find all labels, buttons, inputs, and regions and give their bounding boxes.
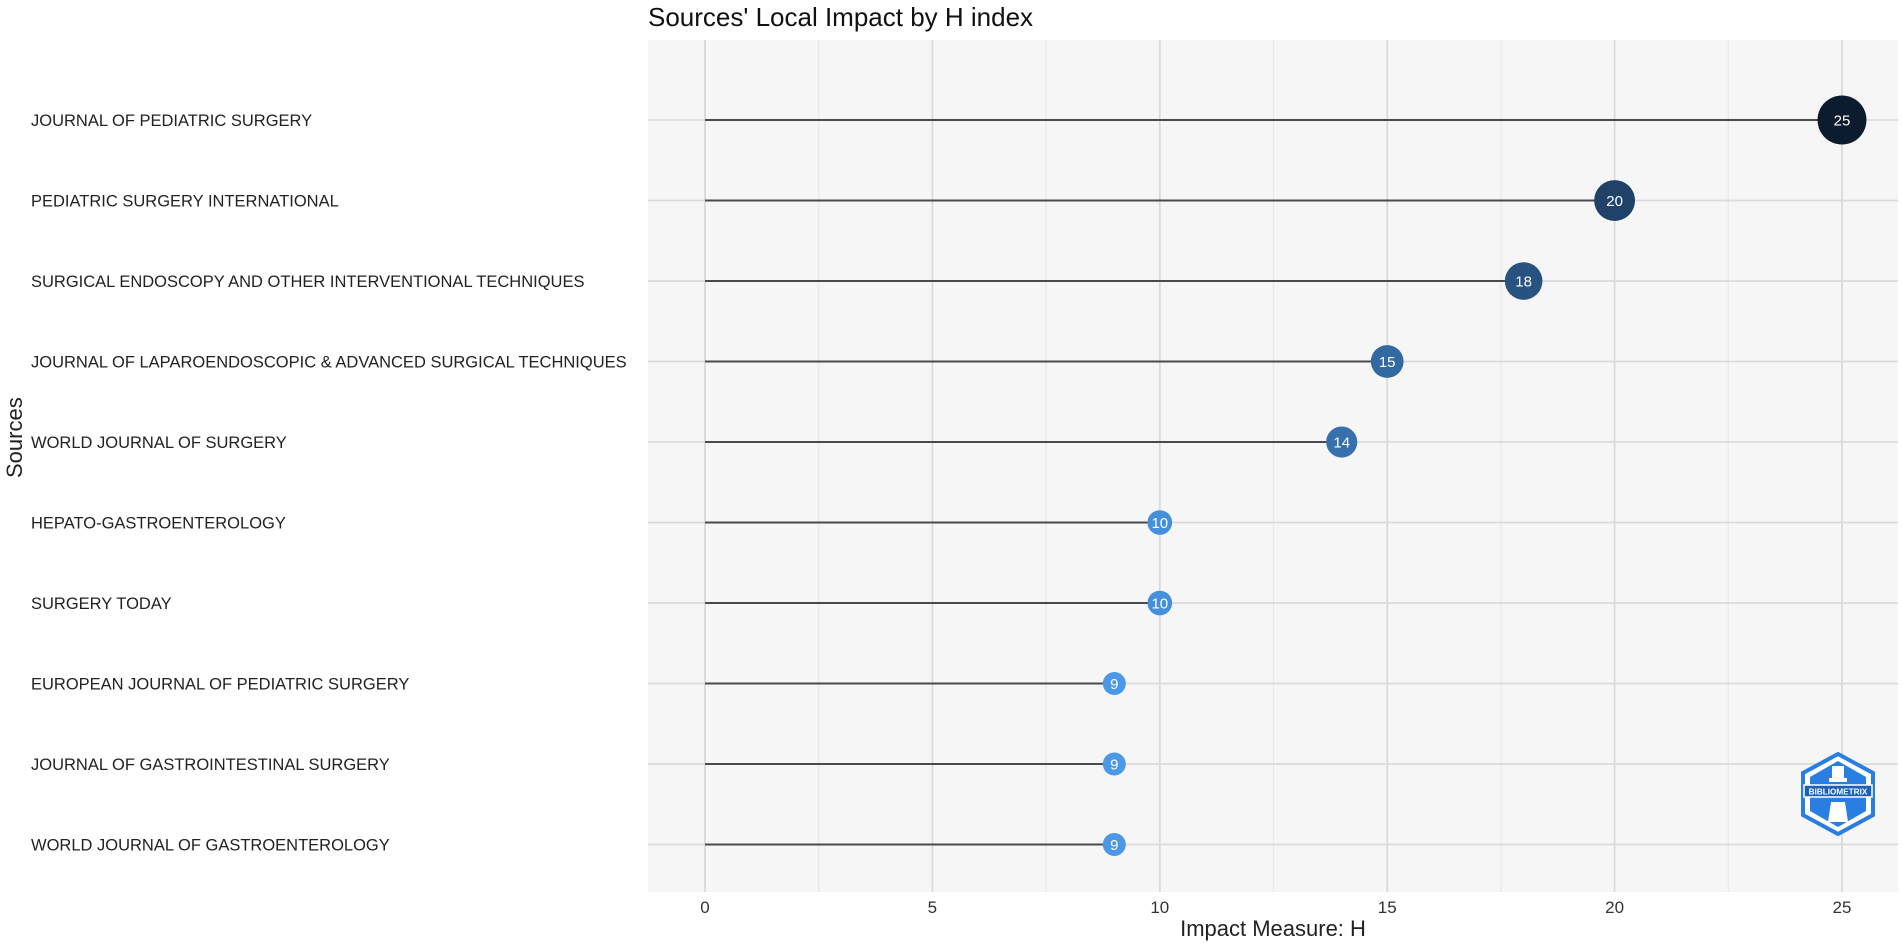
x-tick-label: 0 [700, 898, 709, 917]
bibliometrix-logo: BIBLIOMETRIX [1801, 752, 1875, 836]
lollipop-point [1326, 426, 1358, 458]
x-tick-label: 5 [928, 898, 937, 917]
point-value-label: 14 [1333, 435, 1350, 452]
category-label: JOURNAL OF GASTROINTESTINAL SURGERY [31, 756, 390, 774]
lollipop-point [1504, 262, 1543, 300]
point-value-label: 15 [1379, 354, 1396, 371]
category-label: PEDIATRIC SURGERY INTERNATIONAL [31, 193, 339, 211]
chart-title: Sources' Local Impact by H index [648, 2, 1034, 32]
y-axis-title: Sources [2, 397, 27, 478]
category-label: SURGICAL ENDOSCOPY AND OTHER INTERVENTIO… [31, 273, 584, 291]
point-value-label: 20 [1606, 193, 1623, 210]
lollipop-point [1370, 345, 1404, 378]
point-value-label: 9 [1110, 837, 1118, 854]
category-label: HEPATO-GASTROENTEROLOGY [31, 515, 286, 533]
lollipop-point [1102, 672, 1126, 695]
category-label: JOURNAL OF PEDIATRIC SURGERY [31, 112, 312, 130]
svg-text:BIBLIOMETRIX: BIBLIOMETRIX [1809, 788, 1868, 797]
category-label: WORLD JOURNAL OF SURGERY [31, 434, 287, 452]
lollipop-point [1102, 752, 1126, 776]
point-value-label: 9 [1110, 757, 1118, 774]
category-label: EUROPEAN JOURNAL OF PEDIATRIC SURGERY [31, 676, 409, 694]
x-tick-label: 20 [1605, 898, 1624, 917]
x-tick-label: 15 [1378, 898, 1397, 917]
category-label: SURGERY TODAY [31, 595, 172, 613]
x-tick-label: 25 [1833, 898, 1852, 917]
category-label: WORLD JOURNAL OF GASTROENTEROLOGY [31, 837, 390, 855]
lollipop-point [1594, 180, 1636, 221]
point-value-label: 9 [1110, 676, 1118, 693]
point-value-label: 25 [1834, 113, 1851, 130]
lollipop-point [1102, 833, 1126, 856]
lollipop-point [1147, 510, 1173, 535]
category-label: JOURNAL OF LAPAROENDOSCOPIC & ADVANCED S… [31, 354, 627, 372]
lollipop-point [1817, 95, 1867, 145]
point-value-label: 10 [1151, 515, 1168, 532]
x-tick-label: 10 [1150, 898, 1169, 917]
point-value-label: 18 [1515, 274, 1532, 291]
x-axis-title: Impact Measure: H [1180, 916, 1366, 941]
lollipop-point [1147, 590, 1173, 616]
point-value-label: 10 [1151, 596, 1168, 613]
